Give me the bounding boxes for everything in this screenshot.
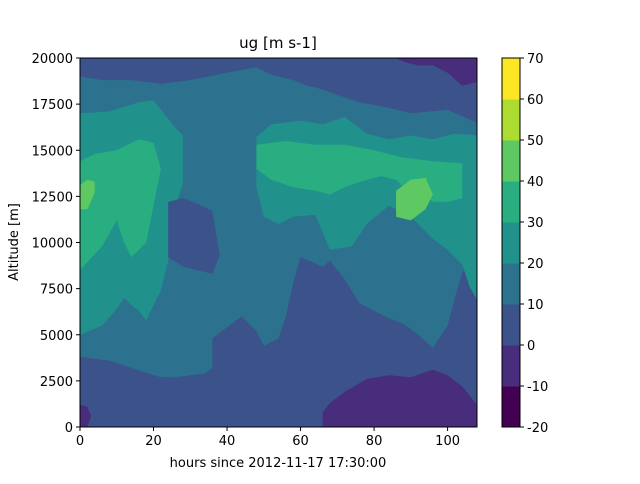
colorbar-swatch (502, 386, 520, 428)
chart-title: ug [m s-1] (239, 34, 317, 52)
y-tick-label: 10000 (32, 237, 73, 252)
contour-region (396, 58, 477, 86)
colorbar-tick-label: 50 (527, 134, 544, 149)
colorbar-tick-label: -20 (527, 421, 548, 436)
colorbar-tick-label: 20 (527, 257, 544, 272)
x-tick-label: 80 (366, 434, 383, 449)
colorbar-swatch (502, 58, 520, 100)
colorbar-tick-label: 40 (527, 175, 544, 190)
y-tick-label: 0 (65, 421, 73, 436)
contour-region (80, 139, 161, 271)
colorbar-tick-label: 0 (527, 339, 535, 354)
x-tick-label: 20 (145, 434, 162, 449)
y-tick-label: 15000 (32, 144, 73, 159)
colorbar-swatch (502, 304, 520, 346)
y-axis: 0 2500 5000 7500 10000 12500 15000 17500 20000 (32, 52, 80, 436)
contour-region (80, 404, 91, 427)
y-axis-label: Altitude [m] (7, 203, 22, 281)
x-axis: 0 20 40 60 80 100 (76, 427, 460, 449)
colorbar-tick-label: -10 (527, 380, 548, 395)
contour-region (322, 369, 477, 427)
colorbar-frame (501, 57, 521, 428)
colorbar-swatch (502, 181, 520, 223)
colorbar-tick-label: 70 (527, 52, 544, 67)
y-tick-label: 20000 (32, 52, 73, 67)
x-axis-label: hours since 2012-11-17 17:30:00 (170, 456, 387, 471)
y-tick-label: 5000 (40, 329, 73, 344)
y-tick-label: 17500 (32, 98, 73, 113)
y-tick-label: 12500 (32, 190, 73, 205)
colorbar-swatch (502, 263, 520, 305)
colorbar-swatch (502, 345, 520, 387)
colorbar-swatch (502, 222, 520, 264)
colorbar-swatch (502, 99, 520, 141)
y-tick-label: 7500 (40, 283, 73, 298)
contour-region (80, 179, 95, 210)
colorbar-tick-label: 60 (527, 93, 544, 108)
x-tick-label: 100 (435, 434, 460, 449)
contour-regions (80, 58, 477, 427)
contour-region (168, 198, 220, 274)
y-tick-label: 2500 (40, 375, 73, 390)
colorbar-tick-label: 30 (527, 216, 544, 231)
x-tick-label: 60 (292, 434, 309, 449)
colorbar-swatch (502, 140, 520, 182)
contour-region (396, 177, 433, 221)
x-tick-label: 40 (219, 434, 236, 449)
x-tick-label: 0 (76, 434, 84, 449)
colorbar-tick-label: 10 (527, 298, 544, 313)
colorbar: -20 -10 0 10 20 30 40 50 60 70 (501, 52, 548, 436)
